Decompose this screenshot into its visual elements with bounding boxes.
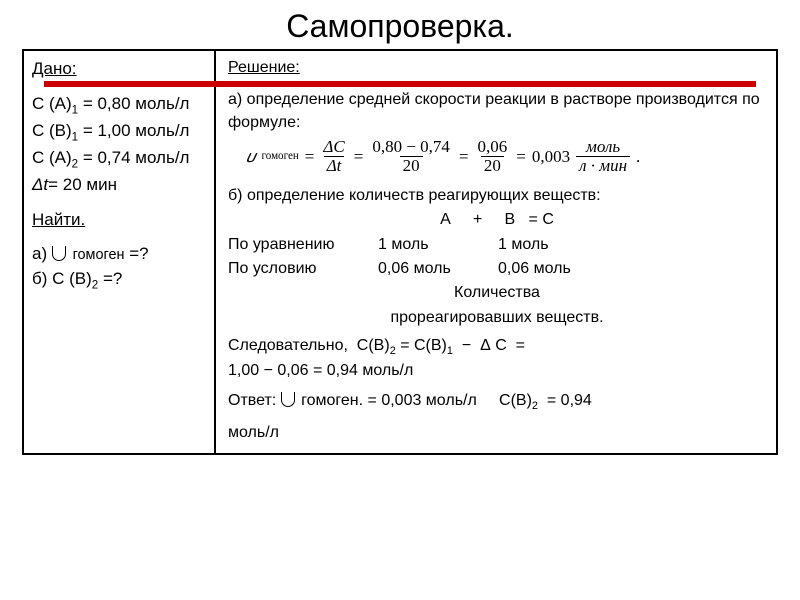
- content-table: Дано: С (А)1 = 0,80 моль/л С (В)1 = 1,00…: [22, 49, 778, 455]
- find-a: а) гомоген =?: [32, 242, 206, 267]
- accent-rule: [44, 81, 756, 87]
- given-dt: Δt= 20 мин: [32, 173, 206, 198]
- consequence-line: Следовательно, С(В)2 = С(В)1 − Δ C =: [228, 335, 766, 359]
- qty-line2: прореагировавших веществ.: [228, 307, 766, 329]
- part-b-text: б) определение количеств реагирующих вещ…: [228, 185, 766, 207]
- omega-icon-2: [281, 392, 295, 407]
- given-heading: Дано:: [32, 57, 206, 82]
- slide: Самопроверка. Дано: С (А)1 = 0,80 моль/л…: [0, 0, 800, 600]
- given-cb1: С (В)1 = 1,00 моль/л: [32, 119, 206, 146]
- qty-line1: Количества: [228, 282, 766, 304]
- omega-icon: [52, 246, 66, 261]
- answer-line: Ответ: гомоген. = 0,003 моль/л C(В)2 = 0…: [228, 390, 766, 414]
- calc-line: 1,00 − 0,06 = 0,94 моль/л: [228, 360, 766, 382]
- page-title: Самопроверка.: [0, 0, 800, 49]
- solution-column: Решение: а) определение средней скорости…: [216, 51, 776, 453]
- solution-heading: Решение:: [228, 57, 766, 79]
- part-a-text: а) определение средней скорости реакции …: [228, 89, 766, 134]
- rate-formula: 𝜐гомоген = ΔC Δt = 0,80 − 0,74 20 = 0,06…: [246, 138, 766, 175]
- find-b: б) С (В)2 =?: [32, 267, 206, 294]
- reaction-line: A + B = C: [228, 209, 766, 231]
- given-column: Дано: С (А)1 = 0,80 моль/л С (В)1 = 1,00…: [24, 51, 216, 453]
- find-heading: Найти.: [32, 208, 206, 233]
- row-by-condition: По условию 0,06 моль 0,06 моль: [228, 258, 766, 280]
- row-by-equation: По уравнению 1 моль 1 моль: [228, 234, 766, 256]
- given-ca1: С (А)1 = 0,80 моль/л: [32, 92, 206, 119]
- answer-tail: моль/л: [228, 422, 766, 444]
- given-ca2: С (А)2 = 0,74 моль/л: [32, 146, 206, 173]
